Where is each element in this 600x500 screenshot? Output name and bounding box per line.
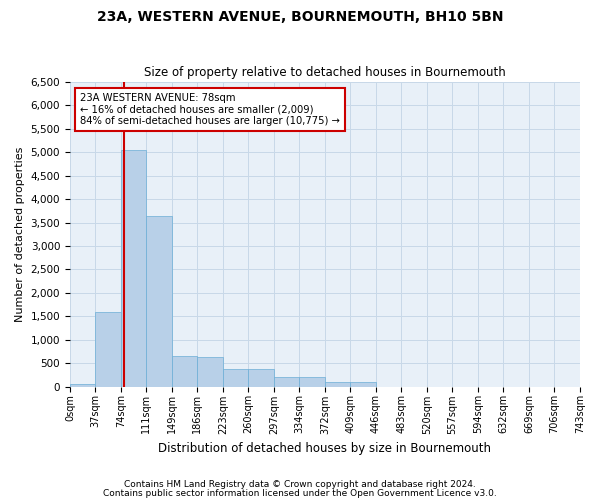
Bar: [299, 377, 325, 386]
Bar: [121, 150, 146, 386]
Bar: [325, 382, 350, 386]
Bar: [172, 356, 197, 386]
X-axis label: Distribution of detached houses by size in Bournemouth: Distribution of detached houses by size …: [158, 442, 491, 455]
Bar: [248, 369, 274, 386]
Text: 23A, WESTERN AVENUE, BOURNEMOUTH, BH10 5BN: 23A, WESTERN AVENUE, BOURNEMOUTH, BH10 5…: [97, 10, 503, 24]
Bar: [197, 358, 223, 386]
Y-axis label: Number of detached properties: Number of detached properties: [15, 146, 25, 322]
Text: Contains public sector information licensed under the Open Government Licence v3: Contains public sector information licen…: [103, 488, 497, 498]
Bar: [146, 216, 172, 386]
Text: 23A WESTERN AVENUE: 78sqm
← 16% of detached houses are smaller (2,009)
84% of se: 23A WESTERN AVENUE: 78sqm ← 16% of detac…: [80, 92, 340, 126]
Bar: [350, 382, 376, 386]
Bar: [274, 377, 299, 386]
Bar: [95, 312, 121, 386]
Text: Contains HM Land Registry data © Crown copyright and database right 2024.: Contains HM Land Registry data © Crown c…: [124, 480, 476, 489]
Title: Size of property relative to detached houses in Bournemouth: Size of property relative to detached ho…: [144, 66, 506, 80]
Bar: [70, 384, 95, 386]
Bar: [223, 369, 248, 386]
